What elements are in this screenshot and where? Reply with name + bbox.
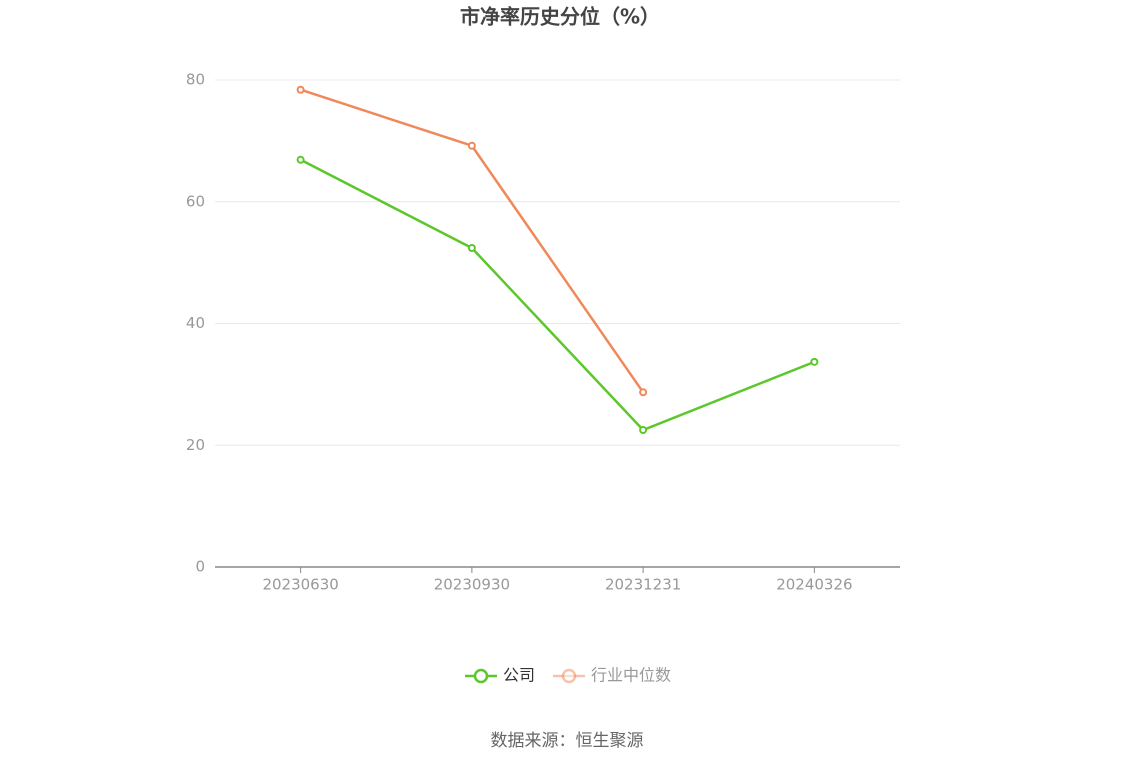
y-tick-label: 60 bbox=[186, 192, 205, 210]
series-line bbox=[300, 88, 645, 394]
data-point bbox=[639, 426, 648, 435]
y-tick-label: 0 bbox=[195, 558, 205, 576]
chart-title: 市净率历史分位（%） bbox=[460, 5, 660, 29]
x-tick-label: 20230630 bbox=[262, 576, 338, 594]
y-tick-label: 20 bbox=[186, 436, 205, 454]
data-point bbox=[639, 388, 648, 397]
source-note: 数据来源：恒生聚源 bbox=[491, 731, 644, 751]
y-tick-label: 40 bbox=[186, 314, 205, 332]
legend-marker bbox=[561, 668, 577, 684]
x-tick-label: 20230930 bbox=[434, 576, 510, 594]
series-line bbox=[300, 158, 815, 432]
data-point bbox=[810, 357, 819, 366]
legend-label: 公司 bbox=[503, 666, 535, 685]
legend-label: 行业中位数 bbox=[591, 666, 671, 685]
data-point bbox=[296, 85, 305, 94]
legend-marker bbox=[473, 668, 489, 684]
data-point bbox=[296, 155, 305, 164]
data-point bbox=[467, 244, 476, 253]
x-tick-label: 20231231 bbox=[605, 576, 681, 594]
y-tick-label: 80 bbox=[186, 71, 205, 89]
x-tick-label: 20240326 bbox=[776, 576, 852, 594]
data-point bbox=[467, 141, 476, 150]
